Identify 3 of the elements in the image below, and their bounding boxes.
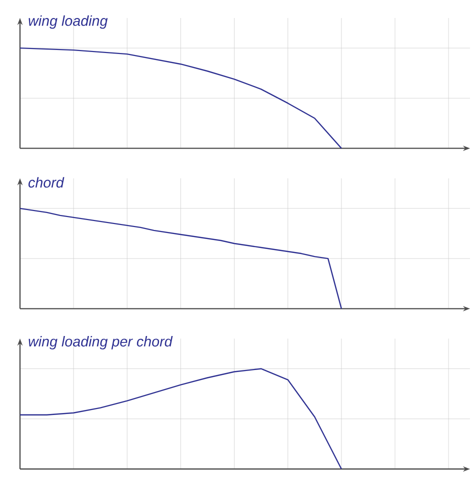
chart-title: wing loading bbox=[28, 15, 108, 29]
chart-title: wing loading per chord bbox=[28, 336, 173, 350]
chart-title: chord bbox=[28, 177, 64, 188]
